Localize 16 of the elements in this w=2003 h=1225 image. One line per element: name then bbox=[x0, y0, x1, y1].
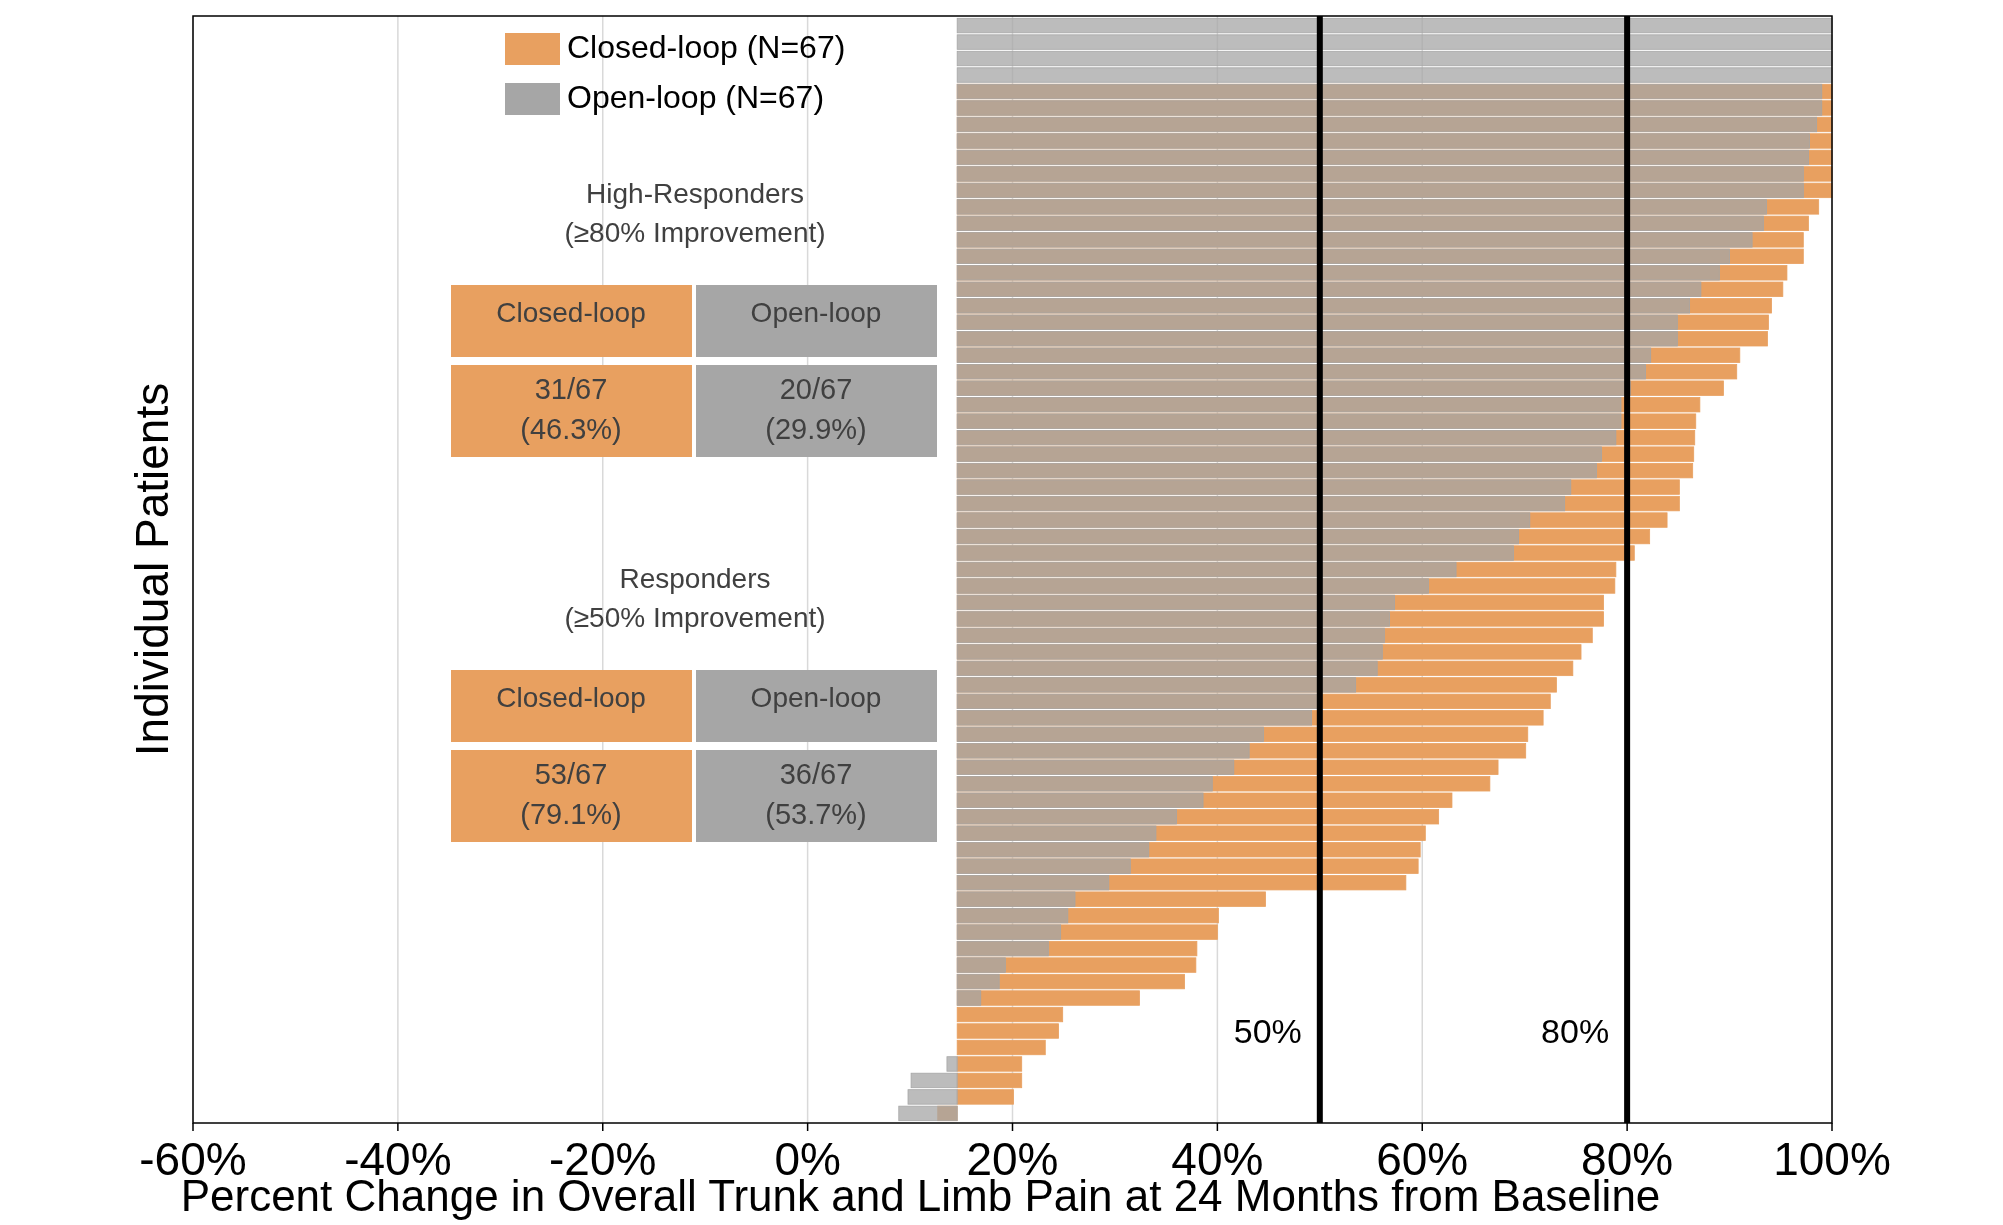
ref-line-label: 50% bbox=[1233, 1012, 1302, 1050]
annotation: 20/67 (29.9%) bbox=[765, 372, 867, 445]
legend-label: Closed-loop (N=67) bbox=[567, 29, 846, 66]
x-tick-label: 100% bbox=[1773, 1133, 1891, 1185]
annotation: High-Responders (≥80% Improvement) bbox=[564, 177, 826, 248]
annotation: Closed-loop bbox=[496, 682, 646, 714]
annotation: 36/67 (53.7%) bbox=[765, 757, 867, 830]
ref-line-label: 80% bbox=[1541, 1012, 1610, 1050]
y-axis-title: Individual Patients bbox=[126, 382, 178, 757]
annotation: Open-loop bbox=[750, 682, 882, 714]
annotation: 53/67 (79.1%) bbox=[520, 757, 622, 830]
legend-label: Open-loop (N=67) bbox=[567, 79, 825, 116]
annotation: Open-loop bbox=[750, 297, 882, 329]
annotation: 31/67 (46.3%) bbox=[520, 372, 622, 445]
annotation: Closed-loop bbox=[496, 297, 646, 329]
annotation: Responders (≥50% Improvement) bbox=[564, 562, 826, 633]
